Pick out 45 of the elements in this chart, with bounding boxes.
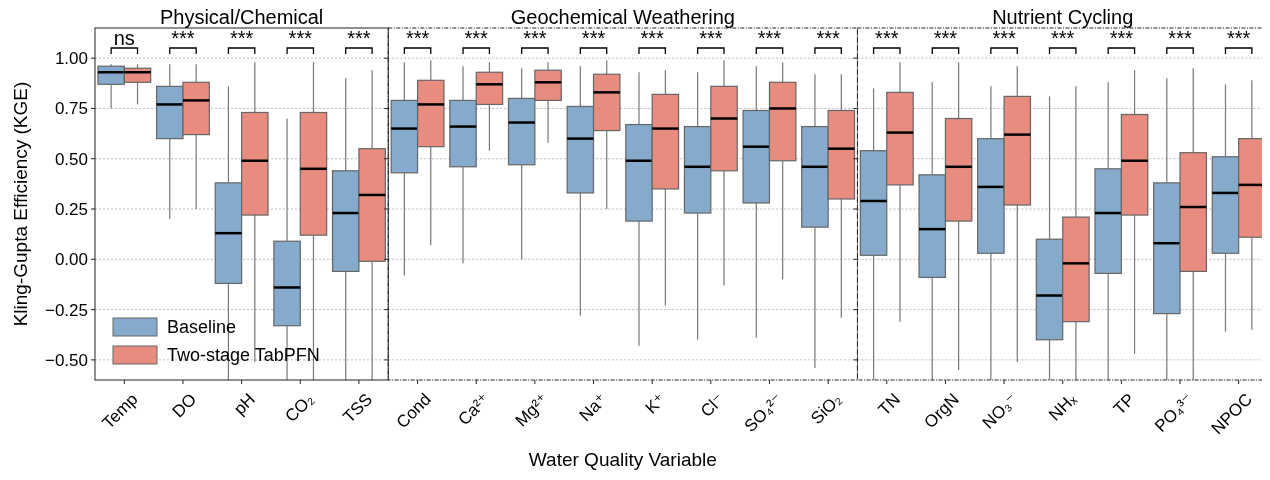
y-tick-label: 1.00 [54, 49, 88, 69]
annotation: *** [1168, 27, 1192, 49]
annotation: *** [816, 27, 841, 49]
annotation: *** [640, 27, 665, 49]
annotation: *** [1227, 27, 1251, 49]
annotation: *** [347, 27, 371, 49]
x-tick-label: K⁺ [641, 389, 670, 418]
y-tick-label: 0.75 [54, 99, 88, 119]
annotation: *** [464, 27, 489, 49]
x-tick-label: TP [1109, 389, 1139, 419]
annotation: *** [699, 27, 723, 49]
annotation: *** [992, 27, 1016, 49]
annotation: *** [1109, 27, 1134, 49]
chart-title: Geochemical Weathering [510, 6, 735, 28]
y-tick-label: −0.25 [44, 300, 88, 320]
annotation: *** [581, 27, 606, 49]
y-tick-label: 0.00 [54, 250, 88, 270]
x-tick-label: Cl⁻ [696, 389, 729, 421]
x-axis-title: Water Quality Variable [528, 449, 717, 470]
x-tick-label: NHₓ [1045, 389, 1081, 425]
y-tick-label: 0.50 [54, 149, 88, 169]
y-tick-label: 0.25 [54, 199, 88, 219]
annotation: *** [171, 27, 195, 49]
annotation: *** [288, 27, 313, 49]
annotation: *** [523, 27, 547, 49]
legend-label: Two-stage TabPFN [167, 345, 320, 366]
x-tick-label: DO [168, 389, 201, 422]
annotation: *** [875, 27, 899, 49]
chart-title: Nutrient Cycling [992, 6, 1134, 28]
x-tick-label: TSS [339, 389, 377, 427]
legend-label: Baseline [167, 317, 237, 338]
x-tick-label: pH [230, 389, 259, 419]
annotation: *** [405, 27, 430, 49]
annotation: *** [757, 27, 782, 49]
annotation: *** [229, 27, 254, 49]
annotation: ns [113, 27, 135, 49]
annotation: *** [1051, 27, 1075, 49]
y-tick-label: −0.50 [44, 350, 88, 370]
annotation: *** [933, 27, 958, 49]
x-tick-label: SiO₂ [807, 389, 846, 428]
x-tick-label: Na⁺ [575, 389, 611, 425]
x-tick-label: CO₂ [281, 389, 318, 426]
chart-title: Physical/Chemical [159, 6, 324, 28]
x-tick-label: TN [874, 389, 905, 420]
y-axis-title: Kling-Gupta Efficiency (KGE) [10, 81, 31, 327]
